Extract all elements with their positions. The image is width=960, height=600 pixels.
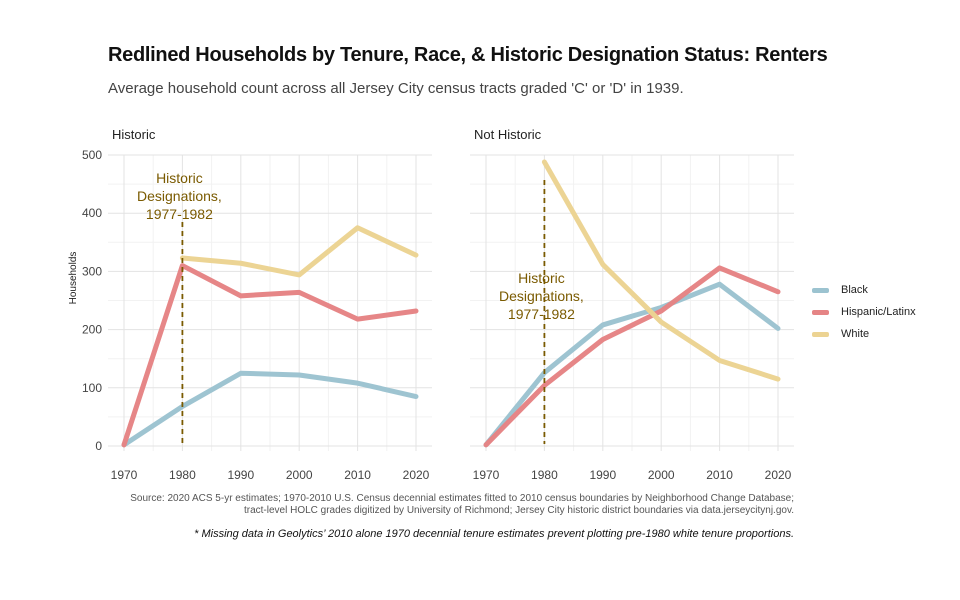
legend-key-hispanic-latinx	[812, 309, 829, 315]
annotation-label-line: Historic	[518, 270, 565, 286]
panel-historic: Historic 1970 1980 1990 2000 2010 2020 0 100 200 3…	[68, 127, 432, 482]
source-caption: Source: 2020 ACS 5-yr estimates; 1970-20…	[34, 493, 794, 517]
legend-label-hispanic-latinx: Hispanic/Latinx	[841, 306, 916, 318]
panel-title-not-historic: Not Historic	[474, 127, 542, 142]
y-tick-label: 100	[82, 381, 102, 395]
source-caption-line-2: tract-level HOLC grades digitized by Uni…	[243, 505, 794, 516]
legend-item-white: White	[812, 323, 916, 345]
y-tick-label: 400	[82, 206, 102, 220]
series-line-white	[179, 225, 419, 278]
panel-not-historic: Not Historic 1970 1980 1990 2000 2010 2020 Hist…	[470, 127, 794, 482]
chart-title: Redlined Households by Tenure, Race, & H…	[108, 44, 828, 66]
x-tick-label: 2000	[286, 468, 313, 482]
footnote: * Missing data in Geolytics’ 2010 alone …	[194, 528, 794, 540]
series-line-black	[121, 370, 419, 448]
legend-label-black: Black	[841, 284, 868, 296]
legend: Black Hispanic/Latinx White	[812, 279, 916, 345]
x-tick-label: 1990	[589, 468, 616, 482]
series-line-hispanic-latinx	[121, 263, 419, 448]
y-axis-label: Households	[68, 252, 79, 305]
annotation-label-line: 1977-1982	[508, 306, 575, 322]
y-tick-label: 500	[82, 148, 102, 162]
legend-item-hispanic-latinx: Hispanic/Latinx	[812, 301, 916, 323]
legend-key-white	[812, 331, 829, 337]
x-tick-label: 2000	[648, 468, 675, 482]
x-tick-label: 2020	[765, 468, 792, 482]
legend-label-white: White	[841, 328, 870, 340]
x-tick-label: 1990	[227, 468, 254, 482]
source-caption-line-1: Source: 2020 ACS 5-yr estimates; 1970-20…	[130, 493, 794, 504]
legend-key-black	[812, 287, 829, 293]
annotation-label-line: Designations,	[499, 288, 584, 304]
y-tick-label: 300	[82, 264, 102, 278]
x-tick-label: 2020	[403, 468, 430, 482]
x-tick-label: 1980	[169, 468, 196, 482]
y-tick-label: 200	[82, 323, 102, 337]
x-tick-label: 1980	[531, 468, 558, 482]
y-tick-label: 0	[95, 439, 102, 453]
annotation-label-line: 1977-1982	[146, 206, 213, 222]
series-line-hispanic-latinx	[483, 265, 781, 448]
chart-subtitle: Average household count across all Jerse…	[108, 80, 684, 97]
panel-title-historic: Historic	[112, 127, 156, 142]
series-line-black	[483, 281, 781, 448]
x-tick-label: 1970	[111, 468, 138, 482]
x-tick-label: 2010	[706, 468, 733, 482]
annotation-label-line: Historic	[156, 170, 203, 186]
annotation-label-line: Designations,	[137, 188, 222, 204]
series-line-white	[541, 159, 781, 382]
x-tick-label: 2010	[344, 468, 371, 482]
legend-item-black: Black	[812, 279, 916, 301]
x-tick-label: 1970	[473, 468, 500, 482]
